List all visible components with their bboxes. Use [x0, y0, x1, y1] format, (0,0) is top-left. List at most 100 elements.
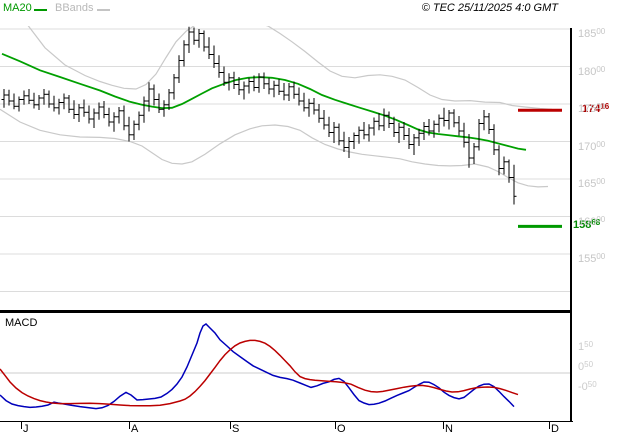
price-axis-label: 15500 — [578, 252, 606, 265]
ohlc-bar — [361, 122, 367, 140]
ohlc-bar — [196, 29, 202, 48]
ohlc-bar — [331, 122, 337, 143]
price-axis-label: 18000 — [578, 65, 606, 78]
ohlc-bar — [201, 30, 207, 52]
price-axis-label: 16000 — [578, 215, 606, 228]
ohlc-bar — [161, 100, 167, 117]
ohlc-bar — [496, 145, 502, 176]
ohlc-bar — [206, 37, 212, 59]
ohlc-bar — [411, 134, 417, 155]
ohlc-bar — [251, 75, 257, 92]
ohlc-bar — [456, 116, 462, 136]
ohlc-bar — [431, 120, 437, 138]
ohlc-bar — [106, 107, 112, 127]
ohlc-bar — [236, 77, 242, 95]
price-axis-label: 16500 — [578, 177, 606, 190]
ohlc-bar — [86, 105, 92, 124]
ohlc-bar — [346, 137, 352, 158]
macd-signal-line — [0, 339, 519, 407]
ohlc-bar — [191, 27, 197, 45]
ohlc-bar — [166, 89, 172, 110]
ohlc-bar — [281, 83, 287, 101]
ohlc-bar — [141, 96, 147, 123]
ohlc-bar — [306, 98, 312, 117]
ohlc-bar — [71, 100, 77, 119]
month-tick — [443, 421, 444, 429]
target-level-label: 17416 — [582, 102, 610, 115]
ohlc-bar — [511, 164, 517, 205]
ohlc-bar — [356, 126, 362, 144]
ohlc-bar — [321, 110, 327, 130]
month-tick — [129, 421, 130, 429]
ohlc-bar — [311, 98, 317, 115]
legend-ma20-label: MA20 — [3, 2, 32, 14]
target-level-label: 15868 — [573, 218, 601, 231]
ohlc-bar — [241, 81, 247, 100]
ohlc-bar — [31, 92, 37, 109]
ohlc-bar — [276, 79, 282, 95]
month-label: A — [131, 423, 139, 435]
pane-separator — [0, 310, 570, 313]
ohlc-bar — [46, 90, 52, 108]
ma20-line — [1, 52, 527, 151]
ohlc-bar — [21, 90, 27, 105]
ohlc-bar — [381, 108, 387, 131]
ohlc-bar — [126, 116, 132, 142]
ohlc-bar — [396, 122, 402, 143]
ohlc-bar — [476, 119, 482, 151]
ohlc-bar — [41, 89, 47, 105]
ohlc-bar — [76, 104, 82, 122]
ohlc-bar — [481, 110, 487, 131]
month-label: O — [337, 423, 346, 435]
price-axis-label: 18500 — [578, 27, 606, 40]
ohlc-bar — [136, 111, 142, 131]
ohlc-bar — [186, 26, 192, 53]
ohlc-bar — [61, 93, 67, 110]
ohlc-bar — [491, 124, 497, 155]
ohlc-bar — [156, 93, 162, 113]
ohlc-bar — [446, 110, 452, 130]
price-axis-label: 17500 — [578, 102, 606, 115]
ohlc-bar — [256, 73, 262, 93]
ohlc-bar — [376, 113, 382, 131]
ohlc-bar — [6, 89, 12, 106]
ohlc-bar — [261, 72, 267, 89]
ohlc-bar — [286, 83, 292, 101]
ohlc-bar — [451, 109, 457, 128]
ohlc-bar — [101, 101, 107, 119]
macd-pane-title: MACD — [5, 317, 38, 329]
ohlc-bar — [181, 40, 187, 67]
ohlc-bar — [91, 108, 97, 128]
price-pane — [0, 26, 570, 292]
ohlc-bar — [36, 95, 42, 110]
ohlc-bar — [501, 156, 507, 175]
ohlc-bar — [116, 107, 122, 124]
ohlc-bar — [461, 122, 467, 148]
ohlc-bar — [151, 84, 157, 106]
ohlc-bar — [146, 82, 152, 112]
ohlc-bar — [441, 107, 447, 127]
ohlc-bar — [436, 114, 442, 133]
ohlc-bar — [66, 95, 72, 113]
ohlc-bar — [16, 96, 22, 112]
macd-axis-label: 050 — [578, 360, 594, 373]
ohlc-bar — [56, 98, 62, 115]
ohlc-bar — [96, 102, 102, 120]
ohlc-bar — [366, 124, 372, 142]
ohlc-bar — [351, 132, 357, 149]
bollinger-lower-line — [0, 108, 549, 188]
ohlc-bar — [111, 112, 117, 132]
bollinger-upper-line — [27, 26, 553, 110]
ohlc-bar — [486, 113, 492, 134]
copyright-text: © TEC 25/11/2025 4:0 GMT — [421, 2, 558, 14]
y-axis-line — [570, 28, 572, 421]
ohlc-bar — [231, 71, 237, 89]
ohlc-bar — [176, 55, 182, 83]
ohlc-bar — [26, 89, 32, 104]
month-label: D — [551, 423, 559, 435]
ohlc-bar — [211, 45, 217, 68]
month-tick — [21, 421, 22, 429]
ohlc-bar — [131, 120, 137, 140]
month-tick — [230, 421, 231, 429]
